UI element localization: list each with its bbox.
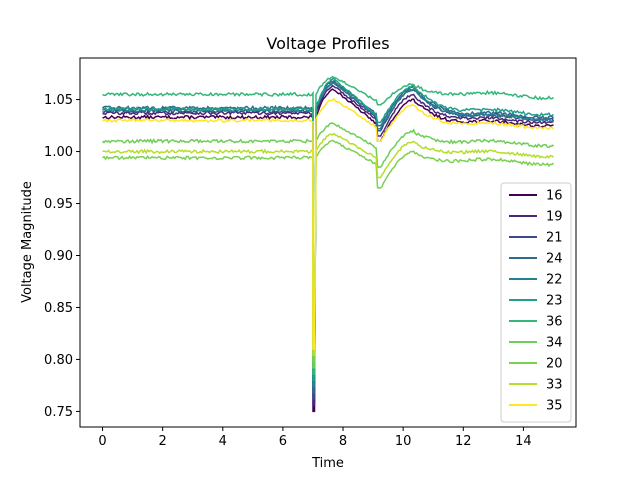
y-tick-label: 0.80 (44, 353, 73, 368)
y-axis: 0.75 0.80 0.85 0.90 0.95 1.00 1.05 (44, 93, 80, 420)
y-tick-label: 0.90 (44, 249, 73, 264)
series-line-16 (102, 88, 554, 413)
series-line-35 (102, 97, 555, 350)
y-tick-label: 1.00 (44, 145, 73, 160)
y-axis-label: Voltage Magnitude (20, 181, 35, 303)
y-tick-label: 0.95 (44, 197, 73, 212)
series-line-21 (102, 81, 555, 400)
legend-label-21: 21 (546, 231, 563, 246)
series-line-20 (102, 139, 555, 363)
legend-label-24: 24 (546, 252, 563, 267)
series-layer (101, 75, 555, 413)
x-tick-label: 0 (98, 434, 106, 449)
x-axis-label: Time (311, 456, 344, 471)
x-tick-label: 6 (279, 434, 287, 449)
y-tick-label: 0.85 (44, 301, 73, 316)
series-line-22 (102, 81, 554, 388)
legend-label-35: 35 (546, 399, 563, 414)
series-line-19 (102, 84, 554, 406)
legend-label-36: 36 (546, 315, 563, 330)
series-line-33 (102, 132, 555, 357)
legend-label-23: 23 (546, 294, 563, 309)
x-tick-label: 10 (395, 434, 412, 449)
x-tick-label: 14 (515, 434, 532, 449)
x-tick-label: 12 (455, 434, 472, 449)
legend-label-34: 34 (546, 336, 563, 351)
y-tick-label: 1.05 (44, 93, 73, 108)
series-line-34 (101, 122, 554, 369)
plot-frame (79, 57, 577, 428)
legend-label-33: 33 (546, 378, 563, 393)
y-tick-label: 0.75 (44, 405, 73, 420)
x-tick-label: 4 (219, 434, 227, 449)
legend-label-19: 19 (546, 210, 563, 225)
legend-label-22: 22 (546, 273, 563, 288)
x-axis: 0 2 4 6 8 10 12 14 (98, 427, 532, 449)
x-tick-label: 8 (339, 434, 347, 449)
x-tick-label: 2 (159, 434, 167, 449)
legend: 16 19 21 24 22 23 36 34 20 33 35 (500, 182, 572, 423)
series-line-23 (102, 76, 554, 381)
series-line-36 (102, 75, 554, 375)
series-line-24 (101, 79, 555, 394)
legend-label-20: 20 (546, 357, 563, 372)
chart-title: Voltage Profiles (266, 34, 389, 53)
legend-label-16: 16 (546, 189, 563, 204)
